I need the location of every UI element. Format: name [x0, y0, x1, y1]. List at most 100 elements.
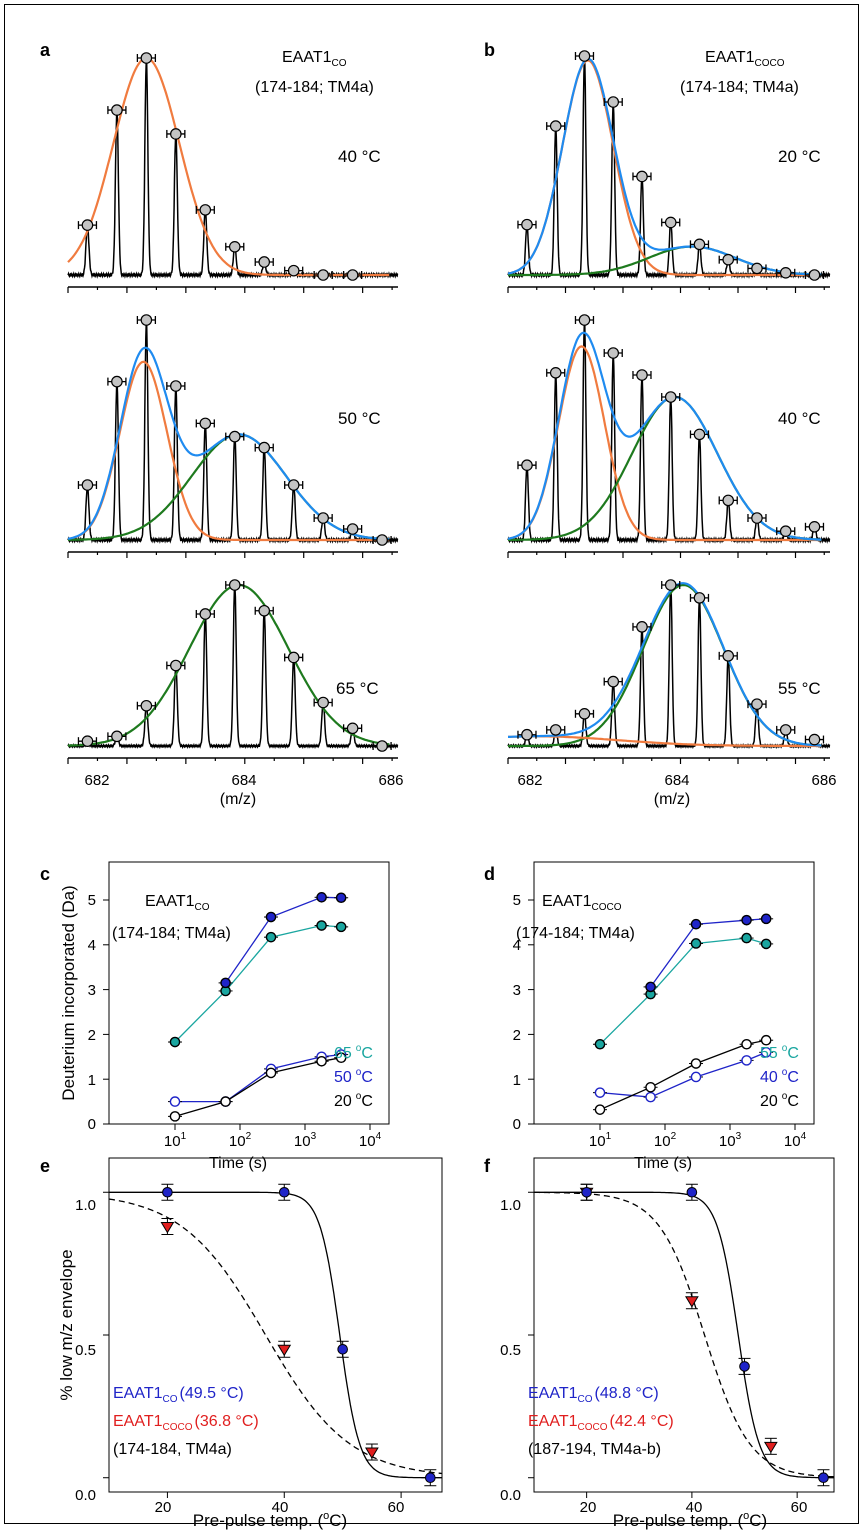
centroid-marker [111, 375, 123, 388]
c-legend-65: 65 oC [334, 1043, 373, 1062]
d-protein: EAAT1COCO [542, 893, 622, 913]
spectrum-a-65C [67, 579, 399, 764]
melting-point-co [686, 1186, 698, 1198]
melting-ylabel: % low m/z envelope [57, 1249, 76, 1400]
spec-a-xtick-3: 686 [378, 772, 403, 789]
panel-label-c: c [40, 864, 50, 884]
centroid-marker [199, 608, 212, 620]
e-legend-co-sub: CO [163, 1394, 178, 1405]
e-xlabel-unit: C) [329, 1511, 347, 1530]
f-legend-coco: EAAT1COCO (42.4 °C) [528, 1413, 674, 1433]
temp-b1: 20 °C [778, 147, 821, 166]
c-xtick-4: 104 [359, 1131, 382, 1150]
centroid-marker [779, 724, 792, 736]
d-protein-name: EAAT1 [542, 893, 592, 910]
c-legend-20-deg: o [356, 1091, 362, 1102]
panel-label-a: a [40, 40, 51, 60]
melting-point-co [162, 1186, 173, 1198]
centroid-marker [578, 314, 591, 326]
centroid-marker [287, 479, 300, 491]
kinetics-line-1 [599, 937, 767, 1045]
c-xtick-1-base: 10 [164, 1133, 181, 1150]
centroid-marker [607, 347, 620, 359]
spec-b-xlabel: (m/z) [654, 791, 690, 808]
melting-point-co [818, 1472, 829, 1484]
centroid-marker [722, 650, 735, 662]
kinetics-line-4 [599, 1039, 767, 1111]
centroid-marker [376, 534, 388, 546]
temp-a1: 40 °C [338, 147, 381, 166]
centroid-marker [317, 269, 329, 281]
c-xtick-3-base: 10 [294, 1133, 311, 1150]
centroid-marker [779, 525, 792, 537]
c-legend-65-num: 65 [334, 1045, 352, 1062]
centroid-marker [140, 699, 153, 712]
melting-point-co [739, 1361, 750, 1372]
centroid-marker [808, 269, 821, 281]
fit-curve-sum [508, 582, 822, 747]
centroid-marker [317, 696, 329, 709]
melting-layer [103, 1183, 835, 1498]
panel-b-protein-name: EAAT1 [705, 49, 755, 66]
c-xtick-2: 102 [229, 1131, 252, 1150]
centroid-marker [111, 104, 123, 116]
e-legend-coco-name: EAAT1 [113, 1413, 163, 1430]
e-legend-coco: EAAT1COCO (36.8 °C) [113, 1413, 259, 1433]
c-legend-65-deg: o [356, 1043, 362, 1054]
d-xtick-4: 104 [784, 1131, 807, 1150]
centroid-marker [199, 417, 212, 430]
c-protein-sub: CO [195, 902, 210, 913]
centroid-marker [693, 592, 706, 604]
melting-point-coco [763, 1441, 778, 1454]
c-peptide: (174-184; TM4a) [112, 925, 231, 942]
e-xtick-60: 60 [388, 1499, 405, 1516]
panel-a-protein-name: EAAT1 [282, 49, 332, 66]
d-legend-55-num: 55 [760, 1045, 778, 1062]
f-legend-coco-sub: COCO [578, 1422, 608, 1433]
centroid-marker [636, 369, 648, 381]
fit-curve-sum [507, 57, 822, 276]
kinetics-point [760, 1034, 772, 1046]
kinetics-point [690, 938, 702, 949]
kinetics-line-2 [225, 896, 342, 984]
e-xtick-20: 20 [155, 1499, 172, 1516]
f-legend-coco-val: (42.4 °C) [610, 1413, 674, 1430]
panel-label-e: e [40, 1156, 50, 1176]
panel-label-b: b [484, 40, 495, 60]
centroid-marker [779, 267, 792, 279]
kinetics-point [265, 911, 277, 923]
centroid-marker [664, 579, 677, 591]
centroid-marker [578, 50, 591, 62]
centroid-marker [607, 675, 620, 688]
f-ytick-0: 0.0 [500, 1487, 521, 1504]
melting-fit-2 [108, 1198, 443, 1475]
panel-label-f: f [484, 1156, 491, 1176]
kinetics-point [169, 1036, 181, 1048]
d-xtick-1-base: 10 [589, 1133, 606, 1150]
f-legend-co: EAAT1CO (48.8 °C) [528, 1385, 659, 1405]
temp-b3: 55 °C [778, 679, 821, 698]
c-xtick-2-exp: 2 [246, 1131, 252, 1142]
fit-curve-2 [508, 735, 822, 748]
c-legend-20: 20 oC [334, 1091, 373, 1110]
c-ytick-2: 2 [88, 1027, 96, 1044]
centroid-marker [346, 722, 359, 735]
kinetics-point [594, 1104, 606, 1115]
d-legend-40-num: 40 [760, 1069, 778, 1086]
c-xlabel: Time (s) [209, 1155, 267, 1172]
centroid-marker [808, 733, 821, 746]
centroid-marker [170, 128, 182, 140]
centroid-marker [693, 238, 706, 251]
temp-b2: 40 °C [778, 409, 821, 428]
melting-point-co [337, 1343, 348, 1355]
centroid-marker [346, 523, 359, 535]
d-xtick-3-exp: 3 [736, 1131, 742, 1142]
centroid-marker [199, 204, 212, 216]
plot-f-frame [533, 1157, 835, 1493]
f-peptide: (187-194, TM4a-b) [528, 1441, 661, 1458]
melting-point-co [581, 1186, 592, 1198]
kinetics-plot-c [103, 892, 371, 1130]
f-xtick-40: 40 [686, 1499, 703, 1516]
centroid-marker [258, 441, 271, 454]
